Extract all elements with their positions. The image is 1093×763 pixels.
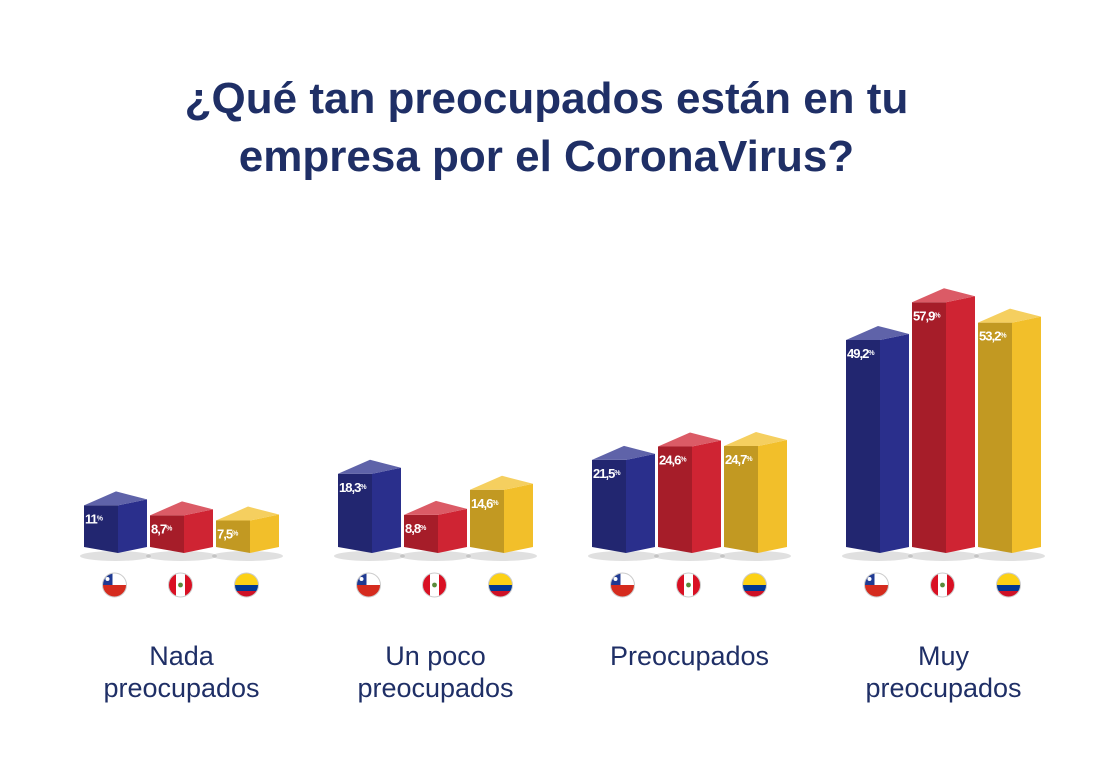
chart-title: ¿Qué tan preocupados están en tu empresa… <box>0 70 1093 186</box>
bar-front-face <box>658 446 692 553</box>
bar-side-face <box>118 499 147 553</box>
category-label: Muy preocupados <box>824 640 1064 704</box>
bar-peru-2: 24,6% <box>654 432 725 561</box>
bar-front-face <box>216 520 250 553</box>
bar-side-face <box>250 514 279 553</box>
category-label: Preocupados <box>570 640 810 672</box>
bar-top-face <box>404 500 467 515</box>
bar-top-face <box>150 501 213 516</box>
category-label-line: Muy <box>917 641 969 671</box>
bar-chile-1: 18,3% <box>334 459 405 561</box>
bar-front-face <box>404 514 438 553</box>
bar-front-face <box>912 302 946 553</box>
category-label-line: Nada <box>149 641 214 671</box>
colombia-flag-icon <box>996 572 1021 598</box>
bar-side-face <box>758 440 787 553</box>
chart-title-line-2: empresa por el CoronaVirus? <box>238 132 855 181</box>
chile-flag-icon <box>356 572 381 598</box>
colombia-flag-icon <box>234 572 259 598</box>
bar-side-face <box>504 483 533 553</box>
bar-side-face <box>692 440 721 553</box>
bar-side-face <box>880 333 909 553</box>
bar-front-face <box>724 446 758 553</box>
bar-peru-0: 8,7% <box>146 501 217 561</box>
category-label-line: Un poco <box>385 641 486 671</box>
bar-side-face <box>184 509 213 553</box>
bar-colombia-1: 14,6% <box>466 475 537 561</box>
bar-colombia-0: 7,5% <box>212 506 283 561</box>
bar-top-face <box>216 506 279 521</box>
bar-top-face <box>658 432 721 447</box>
chart-title-line-1: ¿Qué tan preocupados están en tu <box>184 74 909 123</box>
bar-front-face <box>338 473 372 553</box>
bar-side-face <box>626 453 655 553</box>
category-label-line: preocupados <box>357 673 514 703</box>
chile-flag-icon <box>864 572 889 598</box>
bar-top-face <box>338 459 401 474</box>
bar-peru-1: 8,8% <box>400 500 471 561</box>
bar-chile-3: 49,2% <box>842 325 913 561</box>
bar-front-face <box>150 515 184 553</box>
category-label: Un poco preocupados <box>316 640 556 704</box>
bar-side-face <box>946 296 975 553</box>
category-label-line: preocupados <box>865 673 1022 703</box>
peru-flag-icon <box>422 572 447 598</box>
chile-flag-icon <box>610 572 635 598</box>
bar-side-face <box>372 467 401 553</box>
bar-chile-0: 11% <box>80 491 151 561</box>
peru-flag-icon <box>676 572 701 598</box>
bar-top-face <box>846 325 909 340</box>
bar-top-face <box>470 475 533 490</box>
bar-top-face <box>724 432 787 447</box>
chile-flag-icon <box>102 572 127 598</box>
bar-front-face <box>592 459 626 553</box>
peru-flag-icon <box>930 572 955 598</box>
bar-peru-3: 57,9% <box>908 288 979 561</box>
bar-top-face <box>912 288 975 303</box>
bar-colombia-2: 24,7% <box>720 432 791 561</box>
bar-top-face <box>978 308 1041 323</box>
bar-top-face <box>84 491 147 506</box>
bar-colombia-3: 53,2% <box>974 308 1045 561</box>
category-label-line: preocupados <box>103 673 260 703</box>
bar-side-face <box>1012 316 1041 553</box>
bar-front-face <box>470 489 504 553</box>
bar-front-face <box>978 322 1012 553</box>
bar-chile-2: 21,5% <box>588 445 659 561</box>
bar-front-face <box>84 505 118 553</box>
colombia-flag-icon <box>488 572 513 598</box>
peru-flag-icon <box>168 572 193 598</box>
bar-top-face <box>592 445 655 460</box>
colombia-flag-icon <box>742 572 767 598</box>
bar-front-face <box>846 339 880 553</box>
category-label: Nada preocupados <box>62 640 302 704</box>
bar-side-face <box>438 508 467 553</box>
category-label-line: Preocupados <box>609 641 770 671</box>
